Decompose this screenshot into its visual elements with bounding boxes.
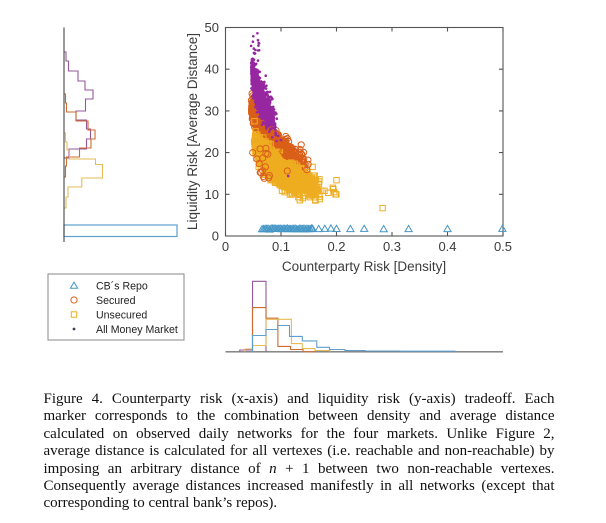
svg-text:All Money Market: All Money Market <box>96 324 178 336</box>
svg-text:Liquidity Risk [Average Distan: Liquidity Risk [Average Distance] <box>185 33 200 230</box>
svg-text:20: 20 <box>205 145 219 160</box>
svg-text:0: 0 <box>222 239 229 254</box>
svg-text:0.4: 0.4 <box>438 239 456 254</box>
svg-text:CB´s Repo: CB´s Repo <box>96 281 148 293</box>
svg-text:0.5: 0.5 <box>494 239 512 254</box>
svg-text:30: 30 <box>205 103 219 118</box>
svg-text:Secured: Secured <box>96 295 136 307</box>
svg-text:50: 50 <box>205 20 219 35</box>
svg-text:0: 0 <box>212 229 219 244</box>
svg-text:0.2: 0.2 <box>327 239 345 254</box>
svg-text:10: 10 <box>205 187 219 202</box>
svg-text:Counterparty Risk [Density]: Counterparty Risk [Density] <box>282 259 446 274</box>
svg-text:Unsecured: Unsecured <box>96 310 147 322</box>
svg-text:0.1: 0.1 <box>272 239 290 254</box>
svg-text:0.3: 0.3 <box>383 239 401 254</box>
svg-text:40: 40 <box>205 62 219 77</box>
